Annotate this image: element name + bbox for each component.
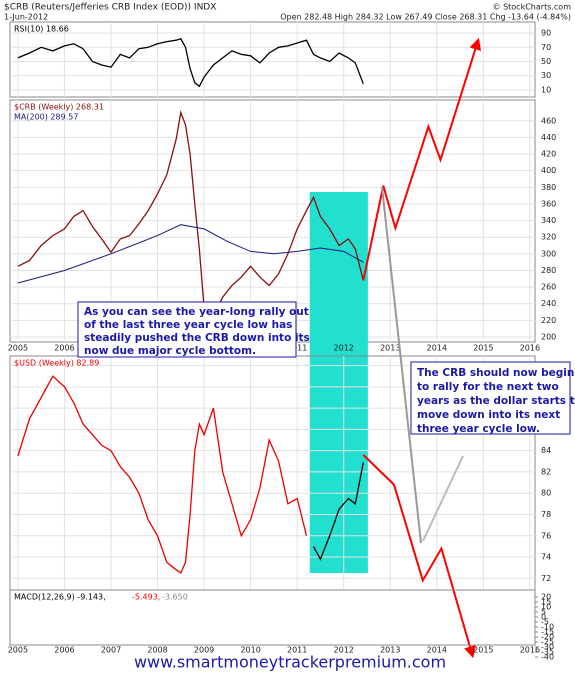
x-tick-label: 2005	[8, 646, 28, 655]
y-tick-label: 80	[541, 489, 551, 498]
series-line	[17, 110, 364, 318]
legend-entry: MACD(12,26,9) -9.143,	[14, 593, 106, 602]
x-tick-label: 2011	[287, 646, 307, 655]
x-tick-label: 2012	[334, 646, 354, 655]
x-tick-label: 2013	[380, 344, 400, 353]
y-tick-label: 90	[541, 29, 551, 38]
x-tick-label: 2013	[380, 646, 400, 655]
x-tick-label: 2014	[427, 646, 447, 655]
y-tick-label: 10	[541, 603, 551, 612]
y-tick-label: -35	[541, 648, 554, 657]
annotation: steadily pushed the CRB down into its	[84, 332, 310, 344]
y-tick-label: 5	[541, 608, 546, 617]
projection	[362, 454, 476, 659]
legend-entry: RSI(10) 18.66	[14, 25, 69, 34]
y-tick-label: 10	[541, 85, 551, 94]
legend-entry: -3.650	[162, 593, 188, 602]
y-tick-label: 200	[541, 333, 556, 342]
series-line	[312, 462, 364, 561]
y-tick-label: 82	[541, 467, 551, 476]
y-tick-label: 78	[541, 510, 551, 519]
x-tick-label: 2012	[334, 344, 354, 353]
projection	[362, 37, 482, 281]
x-tick-label: 2016	[520, 646, 540, 655]
y-tick-label: 460	[541, 116, 556, 125]
plot-area: 90 70 50 30 10 RSI(10) 18.66 460 440 420 400 380 36…	[8, 21, 556, 662]
y-tick-label: 380	[541, 183, 556, 192]
annotation: years as the dollar starts to	[417, 395, 575, 407]
y-tick-label: 300	[541, 249, 556, 258]
y-tick-label: 440	[541, 133, 556, 142]
annotation: three year cycle low.	[417, 423, 540, 435]
y-tick-label: -5	[541, 618, 549, 627]
series-line	[17, 38, 364, 88]
x-tick-label: 2015	[473, 344, 493, 353]
y-tick-label: 420	[541, 150, 556, 159]
x-tick-label: 2016	[520, 344, 540, 353]
y-tick-label: -25	[541, 638, 554, 647]
annotation: The CRB should now begin	[417, 367, 574, 379]
y-tick-label: 320	[541, 233, 556, 242]
y-tick-label: 50	[541, 57, 551, 66]
annotation: now due major cycle bottom.	[84, 345, 256, 357]
x-tick-label: 2006	[54, 646, 74, 655]
y-tick-label: 74	[541, 553, 551, 562]
annotation-box	[410, 361, 571, 435]
legend-entry: MA(200) 289.57	[14, 113, 78, 122]
legend-entry: $USD (Weekly) 82.89	[14, 359, 99, 368]
y-tick-label: -10	[541, 623, 554, 632]
series-line	[17, 224, 364, 284]
y-tick-label: -30	[541, 643, 554, 652]
y-tick-label: 360	[541, 199, 556, 208]
y-tick-label: 0	[541, 613, 546, 622]
connector	[381, 186, 422, 544]
x-tick-label: 2009	[194, 646, 214, 655]
x-tick-label: 2010	[240, 646, 260, 655]
y-tick-label: 30	[541, 71, 551, 80]
annotation: to rally for the next two	[417, 381, 559, 393]
annotation: As you can see the year-long rally out	[84, 306, 309, 318]
legend-entry: -5.493,	[132, 593, 160, 602]
legend-entry: $CRB (Weekly) 268.31	[14, 103, 104, 112]
x-tick-label: 2008	[147, 646, 167, 655]
y-tick-label: 20	[541, 593, 551, 602]
y-tick-label: 76	[541, 531, 551, 540]
y-tick-label: -40	[541, 653, 554, 662]
y-tick-label: 72	[541, 574, 551, 583]
highlight	[309, 192, 368, 573]
chart-title: $CRB (Reuters/Jefferies CRB Index (EOD))…	[4, 3, 216, 13]
x-tick-label: 2005	[8, 344, 28, 353]
y-tick-label: 260	[541, 283, 556, 292]
y-tick-label: 400	[541, 166, 556, 175]
series-line	[17, 375, 308, 574]
annotation: of the last three year cycle low has	[84, 319, 292, 331]
y-tick-label: -20	[541, 633, 554, 642]
x-tick-label: 2015	[473, 646, 493, 655]
y-tick-label: 340	[541, 216, 556, 225]
annotation: move down into its next	[417, 409, 560, 421]
y-tick-label: 220	[541, 316, 556, 325]
y-tick-label: -15	[541, 628, 554, 637]
y-tick-label: 240	[541, 299, 556, 308]
panel-frame	[9, 21, 536, 98]
x-tick-label: 2007	[101, 646, 121, 655]
connector	[422, 455, 464, 542]
footer-url: www.smartmoneytrackerpremium.com	[134, 653, 446, 672]
annotation-box	[77, 301, 297, 358]
y-tick-label: 280	[541, 266, 556, 275]
date: 1-Jun-2012	[4, 13, 48, 22]
quote: Open 282.48 High 284.32 Low 267.49 Close…	[280, 13, 571, 22]
source: © StockCharts.com	[493, 3, 572, 12]
y-tick-label: 84	[541, 446, 551, 455]
x-tick-label: 2014	[427, 344, 447, 353]
x-tick-label: 2006	[54, 344, 74, 353]
y-tick-label: 70	[541, 43, 551, 52]
y-tick-label: 15	[541, 598, 551, 607]
x-tick-label: 2011	[287, 344, 307, 353]
